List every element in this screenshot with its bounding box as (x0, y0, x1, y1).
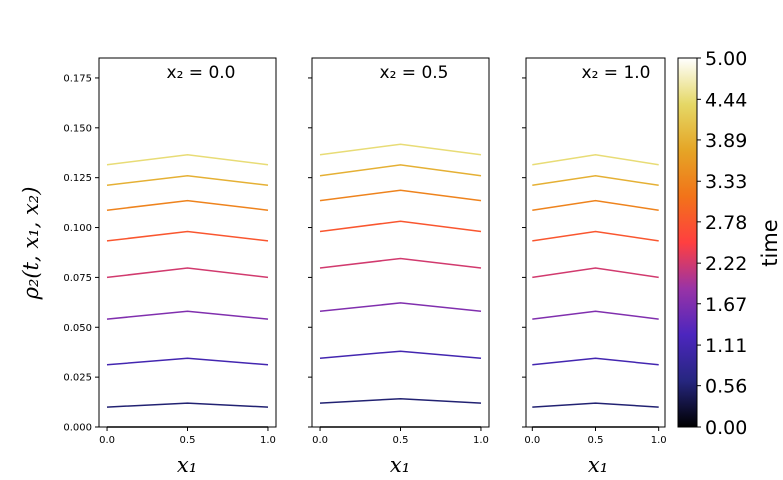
y-tick-label: 0.000 (63, 423, 92, 434)
y-tick-label: 0.100 (63, 223, 92, 234)
colorbar-tick-label: 1.11 (705, 335, 747, 357)
series-line-5 (319, 220, 482, 233)
x-axis-label: x₁ (390, 453, 410, 477)
colorbar-tick-label: 0.00 (705, 417, 747, 439)
series-line-6 (532, 199, 659, 211)
series-line-10 (319, 112, 482, 125)
series-line-13 (532, 94, 659, 106)
series-line-1 (319, 397, 482, 404)
x-tick-label: 0.5 (180, 435, 196, 446)
series-line-2 (319, 350, 482, 359)
y-axis-label: ρ₂(t, x₁, x₂) (19, 187, 43, 301)
series-line-13 (319, 83, 482, 96)
colorbar-tick-label: 5.00 (705, 48, 747, 70)
colorbar-tick-label: 1.67 (705, 294, 747, 316)
series-line-11 (532, 111, 659, 124)
series-line-6 (319, 189, 482, 202)
series-line-4 (532, 267, 659, 279)
series-line-8 (532, 153, 659, 166)
colorbar-tick-label: 2.22 (705, 253, 747, 275)
series-line-9 (319, 126, 482, 139)
panel-frame (312, 58, 489, 427)
colorbar-gradient (678, 58, 697, 427)
series-line-9 (532, 137, 659, 149)
series-line-5 (106, 230, 269, 242)
x-tick-label: 1.0 (473, 435, 489, 446)
colorbar: 0.00 0.56 1.11 1.67 2.22 2.78 3.33 3.89 4.44 5.00… (677, 48, 782, 439)
y-tick-label: 0.025 (63, 373, 92, 384)
x-tick-label: 0.5 (393, 435, 409, 446)
series-line-3 (106, 310, 269, 320)
x-axis-label: x₁ (177, 453, 197, 477)
series-line-3 (319, 302, 482, 313)
panel-title: x₂ = 0.5 (380, 63, 449, 83)
panel-x2-1.0: 0.0 0.5 1.0 x₂ = 1.0 x₁ (522, 57, 667, 477)
colorbar-tick-label: 3.89 (705, 130, 747, 152)
y-tick-label: 0.150 (63, 123, 92, 134)
x-axis-label: x₁ (588, 453, 608, 477)
series-line-12 (319, 91, 482, 105)
series-line-8 (319, 143, 482, 156)
y-tick-label: 0.075 (63, 273, 92, 284)
series-line-4 (106, 267, 269, 279)
series-line-7 (532, 174, 659, 187)
series-line-11 (106, 111, 269, 124)
colorbar-label: time (758, 219, 782, 266)
x-tick-label: 0.0 (99, 435, 115, 446)
panel-title: x₂ = 1.0 (582, 63, 651, 83)
colorbar-tick-label: 4.44 (705, 89, 747, 111)
y-tick-label: 0.175 (63, 73, 92, 84)
panel-title: x₂ = 0.0 (167, 63, 236, 83)
series-line-5 (532, 230, 659, 242)
series-line-12 (532, 102, 659, 115)
series-line-9 (106, 137, 269, 149)
colorbar-border (677, 57, 698, 428)
series-line-8 (106, 153, 269, 166)
series-line-6 (106, 199, 269, 211)
series-line-2 (106, 357, 269, 366)
series-line-11 (319, 100, 482, 114)
x-tick-label: 0.5 (588, 435, 604, 446)
panel-x2-0.5: 0.0 0.5 1.0 x₂ = 0.5 x₁ (308, 57, 490, 477)
series-line-4 (319, 257, 482, 269)
series-line-1 (106, 402, 269, 408)
colorbar-tick-label: 2.78 (705, 212, 747, 234)
colorbar-tick-label: 0.56 (705, 376, 747, 398)
series-line-7 (319, 164, 482, 177)
series-line-7 (106, 174, 269, 187)
panel-x2-0.0: 0.000 0.025 0.050 0.075 0.100 0.125 0.150 0.175… (63, 57, 277, 477)
x-tick-label: 1.0 (651, 435, 667, 446)
x-tick-label: 0.0 (524, 435, 540, 446)
series-line-10 (532, 123, 659, 135)
series-line-3 (532, 310, 659, 320)
x-tick-label: 0.0 (312, 435, 328, 446)
y-tick-label: 0.050 (63, 323, 92, 334)
series-line-1 (532, 402, 659, 408)
series-line-13 (106, 94, 269, 106)
colorbar-tick-label: 3.33 (705, 171, 747, 193)
series-line-2 (532, 357, 659, 366)
series-line-10 (106, 123, 269, 135)
x-tick-label: 1.0 (260, 435, 276, 446)
y-tick-label: 0.125 (63, 173, 92, 184)
series-line-12 (106, 102, 269, 115)
